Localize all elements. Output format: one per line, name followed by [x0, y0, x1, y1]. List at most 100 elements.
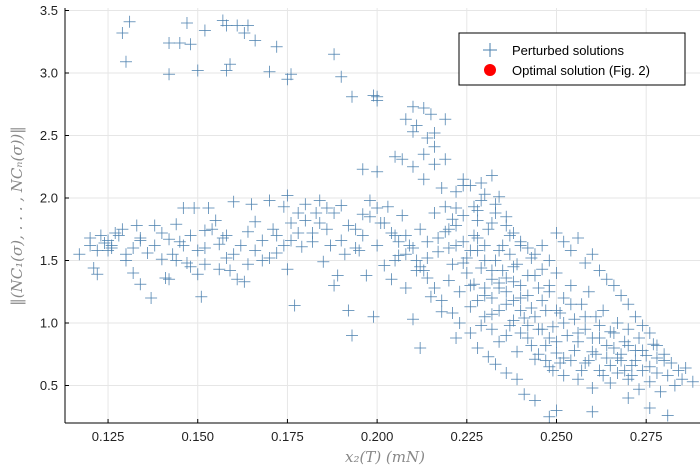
data-point-marker	[543, 332, 556, 344]
data-point-marker	[163, 273, 176, 286]
legend-marker-perturbed	[483, 43, 497, 57]
data-point-marker	[514, 304, 527, 317]
data-point-marker	[414, 260, 427, 273]
data-point-marker	[521, 319, 534, 332]
data-point-marker	[328, 207, 341, 219]
data-point-marker	[525, 302, 538, 314]
data-point-marker	[102, 244, 115, 257]
data-point-marker	[163, 233, 176, 246]
data-point-marker	[554, 307, 567, 319]
data-point-marker	[428, 127, 441, 139]
x-tick-label: 0.200	[361, 429, 394, 444]
data-point-marker	[249, 215, 262, 228]
data-point-marker	[485, 169, 498, 182]
data-point-marker	[464, 300, 477, 313]
data-point-marker	[198, 24, 211, 37]
data-point-marker	[543, 254, 556, 267]
data-point-marker	[611, 352, 624, 364]
data-point-marker	[363, 210, 376, 223]
data-point-marker	[564, 354, 577, 367]
data-point-marker	[572, 327, 585, 339]
scatter-points	[73, 14, 699, 423]
data-point-marker	[557, 369, 570, 382]
data-point-marker	[346, 329, 359, 342]
data-point-marker	[521, 289, 534, 302]
data-point-marker	[550, 404, 563, 417]
data-point-marker	[686, 375, 699, 388]
data-point-marker	[198, 224, 211, 237]
data-point-marker	[241, 225, 254, 238]
data-point-marker	[478, 239, 491, 252]
data-point-marker	[396, 209, 409, 222]
data-point-marker	[643, 327, 656, 339]
y-tick-label: 2.0	[40, 191, 58, 206]
data-point-marker	[661, 409, 674, 422]
data-point-marker	[579, 357, 592, 369]
data-point-marker	[546, 320, 559, 333]
data-point-marker	[256, 234, 269, 247]
data-point-marker	[546, 364, 559, 377]
data-point-marker	[532, 282, 545, 294]
x-tick-label: 0.250	[540, 429, 573, 444]
data-point-marker	[604, 325, 617, 338]
data-point-marker	[586, 382, 599, 394]
data-point-marker	[464, 244, 477, 257]
data-point-marker	[658, 348, 671, 361]
data-point-marker	[127, 267, 140, 279]
data-point-marker	[249, 244, 262, 257]
data-point-marker	[378, 259, 391, 272]
data-point-marker	[514, 279, 527, 292]
axes	[64, 8, 700, 424]
data-point-marker	[310, 207, 323, 219]
data-point-marker	[561, 329, 574, 342]
data-point-marker	[428, 140, 441, 153]
data-point-marker	[328, 48, 341, 61]
data-point-marker	[141, 247, 154, 259]
data-point-marker	[180, 257, 193, 269]
data-point-marker	[371, 94, 384, 107]
data-point-marker	[342, 219, 355, 232]
data-point-marker	[213, 238, 226, 251]
data-point-marker	[389, 229, 402, 242]
data-point-marker	[439, 200, 452, 213]
data-point-marker	[485, 292, 498, 304]
data-point-marker	[417, 173, 430, 186]
data-point-marker	[342, 304, 355, 317]
data-point-marker	[446, 258, 459, 271]
data-point-marker	[586, 405, 599, 418]
data-point-marker	[245, 198, 258, 211]
data-point-marker	[457, 257, 470, 269]
data-point-marker	[543, 410, 556, 423]
data-point-marker	[213, 263, 226, 276]
data-point-marker	[389, 254, 402, 267]
data-point-marker	[399, 282, 412, 294]
data-point-marker	[643, 375, 656, 388]
data-point-marker	[299, 198, 312, 211]
data-point-marker	[112, 229, 125, 242]
data-point-marker	[493, 335, 506, 348]
data-point-marker	[528, 353, 541, 366]
x-tick-label: 0.175	[271, 429, 304, 444]
data-point-marker	[424, 108, 437, 121]
data-point-marker	[496, 239, 509, 252]
legend-label-perturbed: Perturbed solutions	[512, 43, 625, 58]
data-point-marker	[622, 339, 635, 352]
data-point-marker	[119, 55, 132, 68]
data-point-marker	[579, 310, 592, 323]
data-point-marker	[457, 235, 470, 248]
data-point-marker	[270, 229, 283, 242]
data-point-marker	[177, 202, 190, 214]
data-point-marker	[647, 338, 660, 351]
data-point-marker	[593, 319, 606, 332]
data-point-marker	[184, 260, 197, 273]
data-point-marker	[220, 252, 233, 264]
data-point-marker	[597, 369, 610, 382]
data-point-marker	[367, 89, 380, 102]
data-point-marker	[406, 160, 419, 173]
data-point-marker	[636, 319, 649, 332]
data-point-marker	[439, 225, 452, 238]
data-point-marker	[442, 223, 455, 236]
data-point-marker	[633, 383, 646, 396]
data-point-marker	[450, 202, 463, 214]
